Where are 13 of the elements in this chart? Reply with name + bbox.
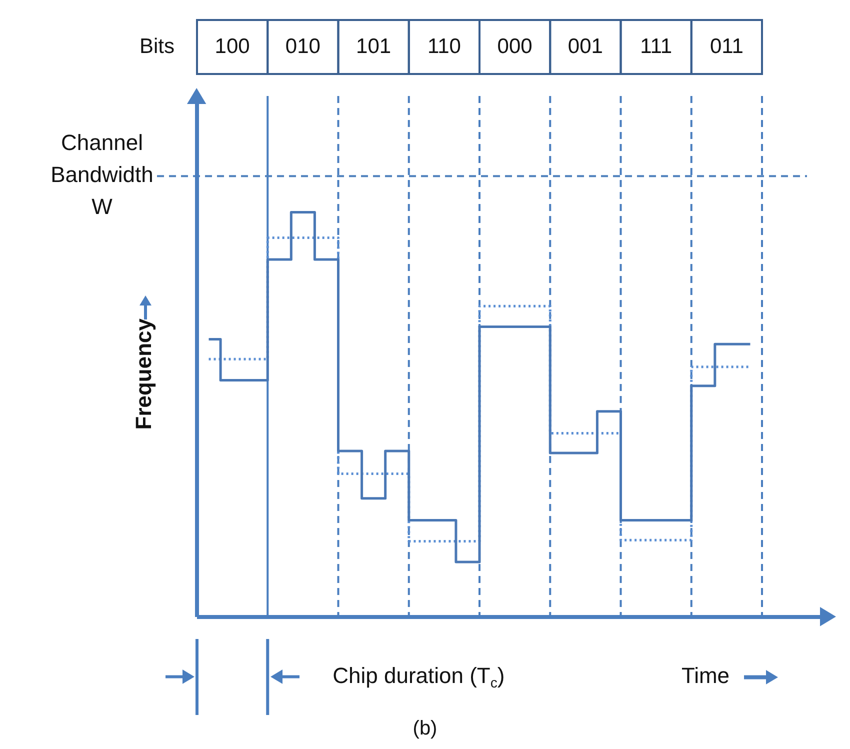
text: 010 xyxy=(285,34,320,58)
x-axis-title: Time xyxy=(681,663,730,688)
text: 111 xyxy=(640,34,672,58)
text: (b) xyxy=(412,718,438,740)
text: 001 xyxy=(568,34,603,58)
text: 011 xyxy=(710,34,744,58)
text: 100 xyxy=(214,34,250,58)
text: 000 xyxy=(497,34,532,58)
text: 110 xyxy=(427,34,461,58)
text: 101 xyxy=(356,34,392,58)
y-axis-title: Frequency xyxy=(131,318,156,430)
text: Bits xyxy=(139,34,175,58)
ref-line-label: Channel Bandwidth W xyxy=(50,130,154,220)
